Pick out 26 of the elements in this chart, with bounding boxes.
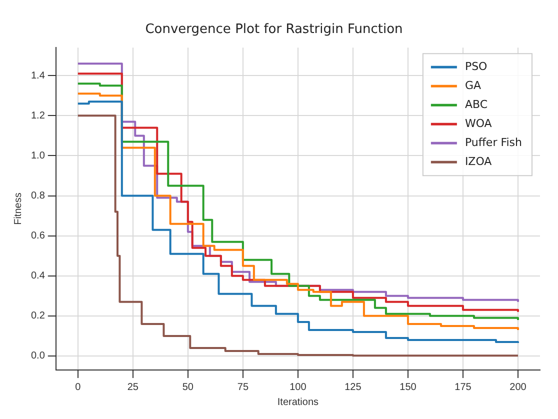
legend-label: WOA [464, 116, 492, 130]
y-tick-label: 0.2 [30, 310, 46, 322]
y-tick-label: 0.8 [30, 190, 46, 202]
y-tick-label: 0.6 [30, 230, 46, 242]
x-tick-label: 125 [344, 382, 362, 393]
legend-label: IZOA [464, 154, 492, 168]
y-axis-title: Fitness [12, 192, 24, 225]
legend-label: Puffer Fish [464, 136, 522, 149]
x-axis-title: Iterations [277, 396, 319, 408]
x-tick-label: 200 [510, 382, 527, 393]
x-tick-label: 25 [127, 382, 139, 393]
chart-title: Convergence Plot for Rastrigin Function [145, 22, 403, 38]
x-tick-label: 50 [182, 382, 194, 393]
legend-label: PSO [464, 60, 488, 73]
x-tick-label: 175 [454, 382, 472, 393]
x-tick-label: 75 [237, 382, 249, 393]
legend-label: GA [464, 78, 482, 92]
y-tick-label: 1.4 [30, 70, 46, 82]
y-tick-label: 0.4 [30, 270, 46, 282]
x-tick-label: 100 [290, 382, 307, 393]
x-tick-label: 150 [400, 382, 417, 393]
y-tick-label: 1.2 [30, 110, 46, 122]
legend-label: ABC [464, 98, 488, 111]
x-tick-label: 0 [75, 382, 82, 393]
y-tick-label: 1.0 [30, 150, 46, 162]
y-tick-label: 0.0 [30, 350, 46, 362]
